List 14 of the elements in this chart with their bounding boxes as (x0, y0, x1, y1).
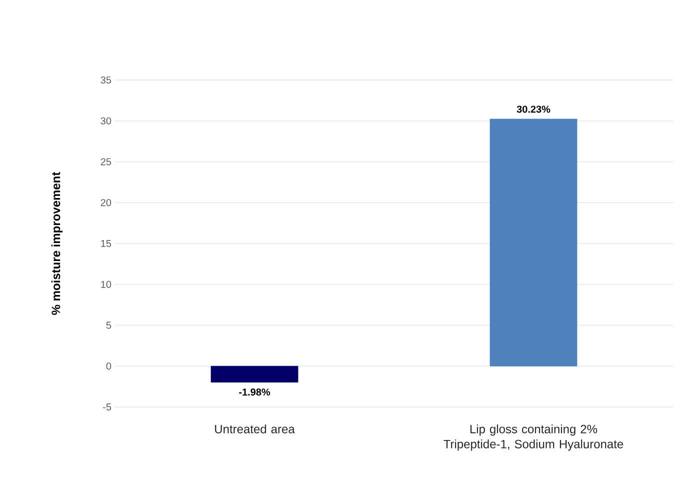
y-tick-label: 5 (106, 322, 112, 329)
y-axis-title: % moisture improvement (51, 172, 63, 315)
y-tick-label: -5 (103, 404, 112, 410)
y-tick-label: 35 (100, 76, 112, 84)
y-tick-label: 30 (100, 117, 112, 124)
y-tick-label: 25 (100, 158, 112, 166)
y-tick-label: 10 (101, 280, 112, 288)
x-tick-label: Untreated area (215, 424, 295, 434)
x-tick-label: Lip gloss containing 2% Tripeptide-1, Sodium Hyaluronate (444, 424, 624, 451)
y-tick-label: 0 (106, 362, 112, 370)
y-tick-label: 15 (101, 240, 112, 247)
y-tick-label: 20 (100, 199, 112, 206)
data-label: 30.23% (516, 106, 550, 113)
data-label: -1.98% (239, 388, 270, 396)
